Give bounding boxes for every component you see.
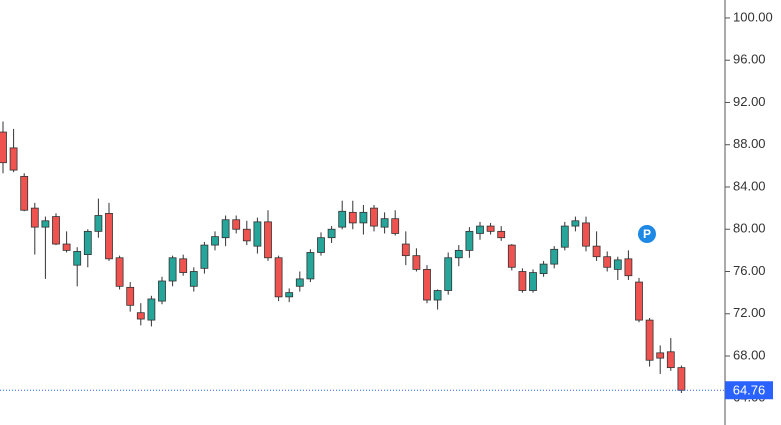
candle-body bbox=[529, 272, 537, 291]
candle-body bbox=[317, 237, 325, 253]
candle-body bbox=[94, 215, 103, 232]
candle-body bbox=[656, 352, 665, 359]
candle-body bbox=[285, 292, 294, 298]
last-price-box bbox=[725, 381, 773, 400]
candle-body bbox=[603, 256, 612, 268]
candle-body bbox=[147, 298, 156, 321]
candle-body bbox=[189, 271, 198, 287]
candle-body bbox=[306, 252, 315, 280]
candle-body bbox=[433, 290, 442, 301]
candle-body bbox=[550, 248, 559, 265]
candle-body bbox=[253, 221, 262, 247]
candle-body bbox=[30, 207, 39, 228]
candle-body bbox=[391, 218, 400, 234]
candle-body bbox=[83, 230, 92, 255]
y-tick-label: 68.00 bbox=[733, 347, 766, 362]
candle-body bbox=[666, 351, 675, 369]
candle-body bbox=[370, 207, 378, 227]
candle-body bbox=[232, 219, 241, 230]
candle-body bbox=[401, 243, 410, 257]
candle-body bbox=[221, 219, 230, 239]
candle-body bbox=[497, 230, 506, 239]
candle-body bbox=[539, 263, 548, 275]
candle-body bbox=[9, 147, 18, 171]
badge-label: P bbox=[643, 227, 651, 241]
candle-body bbox=[507, 244, 516, 268]
candle-body bbox=[168, 257, 177, 282]
candle-body bbox=[560, 225, 569, 248]
candle-body bbox=[613, 259, 622, 270]
candle-body bbox=[41, 220, 50, 228]
candle-body bbox=[476, 225, 484, 234]
candle-body bbox=[677, 367, 686, 391]
candle-body bbox=[274, 257, 283, 298]
candle-body bbox=[486, 225, 495, 232]
candle-body bbox=[158, 280, 166, 302]
candle-body bbox=[295, 278, 304, 287]
candle-body bbox=[136, 312, 145, 320]
candle-body bbox=[105, 212, 113, 260]
candle-body bbox=[423, 268, 431, 301]
candle-body bbox=[200, 244, 209, 269]
candle-body bbox=[518, 271, 527, 291]
candle-body bbox=[211, 236, 219, 246]
candle-body bbox=[73, 251, 82, 266]
y-tick-label: 96.00 bbox=[733, 52, 766, 67]
candle-body bbox=[412, 255, 421, 270]
candle-body bbox=[126, 286, 135, 306]
y-tick-label: 72.00 bbox=[733, 305, 766, 320]
y-tick-label: 80.00 bbox=[733, 221, 766, 236]
candle-body bbox=[179, 258, 188, 273]
candle-body bbox=[264, 221, 272, 259]
candle-body bbox=[645, 319, 654, 361]
candle-body bbox=[338, 210, 347, 228]
candle-body bbox=[592, 245, 601, 258]
last-price-label: 64.76 bbox=[733, 383, 766, 398]
y-tick-label: 84.00 bbox=[733, 178, 766, 193]
candle-body bbox=[624, 258, 633, 277]
candle-body bbox=[444, 257, 453, 291]
badge-circle bbox=[638, 225, 656, 243]
candle-body bbox=[115, 257, 124, 287]
candle-body bbox=[242, 228, 251, 242]
y-tick-label: 88.00 bbox=[733, 136, 766, 151]
candle-body bbox=[348, 211, 357, 224]
candle-body bbox=[327, 228, 336, 239]
y-tick-label: 92.00 bbox=[733, 94, 766, 109]
candle-body bbox=[454, 249, 463, 259]
candle-body bbox=[465, 230, 474, 251]
candle-body bbox=[582, 222, 590, 247]
candle-body bbox=[52, 216, 60, 245]
candle-body bbox=[359, 211, 368, 224]
y-tick-label: 76.00 bbox=[733, 263, 766, 278]
y-tick-label: 100.00 bbox=[733, 9, 773, 24]
candle-body bbox=[571, 220, 580, 227]
candle-body bbox=[62, 243, 71, 251]
candle-body bbox=[0, 131, 7, 164]
candle-body bbox=[380, 218, 389, 228]
candle-body bbox=[635, 281, 643, 321]
candle-body bbox=[20, 176, 29, 211]
